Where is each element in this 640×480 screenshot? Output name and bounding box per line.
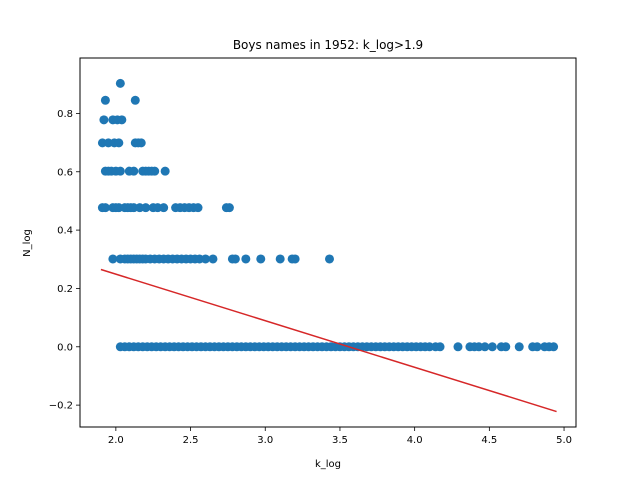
x-tick-label: 3.0 [257,435,273,446]
y-tick-label: 0.2 [57,284,73,295]
x-tick-label: 3.5 [332,435,348,446]
x-tick-label: 4.0 [407,435,423,446]
data-point [108,254,118,264]
data-point [487,342,497,352]
data-point [224,203,234,213]
data-point [114,138,124,148]
data-point [115,166,125,176]
data-point [159,203,169,213]
data-point [324,254,334,264]
plot-area [97,78,559,413]
x-axis: 2.0 2.5 3.0 3.5 4.0 4.5 5.0 [108,427,572,446]
y-tick-label: 0.6 [57,167,73,178]
data-point [150,166,160,176]
data-point [129,166,139,176]
y-tick-label: 0.8 [57,109,73,120]
data-point [532,342,542,352]
data-point [100,95,110,105]
data-point [160,166,170,176]
data-point [208,254,218,264]
data-point [99,115,109,125]
data-point [290,254,300,264]
data-point [141,203,151,213]
data-point [256,254,266,264]
data-point [130,95,140,105]
data-point [115,78,125,88]
y-tick-label: −0.2 [49,401,73,412]
x-axis-label: k_log [315,459,341,470]
x-tick-label: 5.0 [556,435,572,446]
y-axis-label: N_log [22,229,33,257]
data-point [480,342,490,352]
chart-title: Boys names in 1952: k_log>1.9 [233,38,423,52]
data-point [453,342,463,352]
data-point [193,203,203,213]
x-tick-label: 2.0 [108,435,124,446]
data-point [100,203,110,213]
data-point [514,342,524,352]
data-point [275,254,285,264]
data-point [230,254,240,264]
data-point [200,254,210,264]
data-point [549,342,559,352]
data-point [136,138,146,148]
x-tick-label: 2.5 [183,435,199,446]
data-point [117,115,127,125]
y-axis: −0.2 0.0 0.2 0.4 0.6 0.8 [49,109,80,412]
y-tick-label: 0.0 [57,342,73,353]
plot-frame [79,57,577,428]
y-tick-label: 0.4 [57,226,73,237]
data-point [501,342,511,352]
data-point [241,254,251,264]
regression-line [100,268,557,413]
x-tick-label: 4.5 [481,435,497,446]
data-point [435,342,445,352]
